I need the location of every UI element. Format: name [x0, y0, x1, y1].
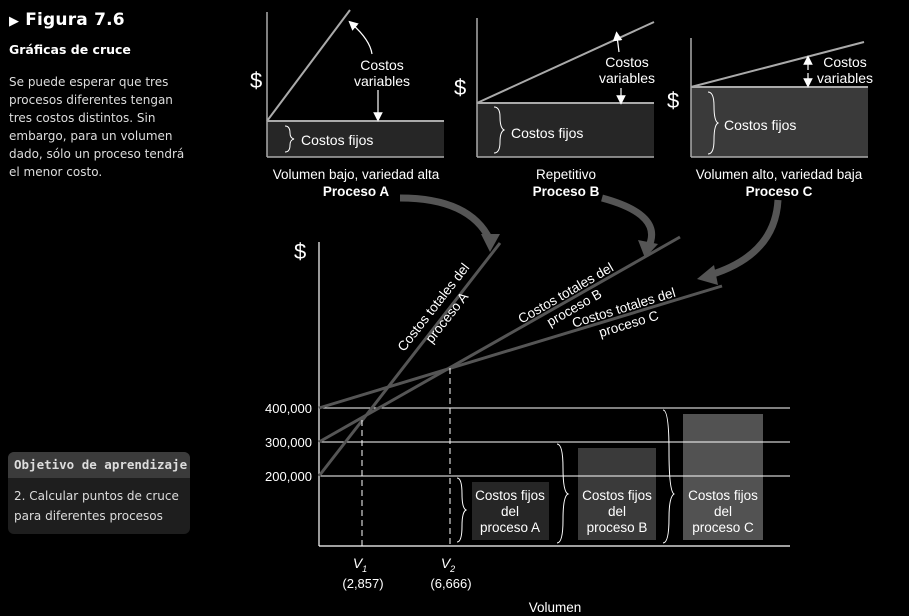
- panel-a-total-line: [266, 9, 351, 122]
- bar-a-label-1: Costos fijos: [475, 488, 545, 503]
- learning-objective-header: Objetivo de aprendizaje: [8, 452, 190, 478]
- figure-title: ▶ Figura 7.6: [9, 10, 199, 30]
- panel-c-fixed-area: [691, 87, 868, 157]
- panel-a-fixed-brace: [284, 125, 295, 153]
- panel-a-variable-label-1: Costos: [360, 57, 404, 73]
- figure-description: Se puede esperar que tres procesos difer…: [9, 75, 185, 179]
- panel-c-caption: Volumen alto, variedad baja: [696, 167, 863, 182]
- panel-a-caption: Volumen bajo, variedad alta: [273, 167, 440, 182]
- total-cost-line-process-a: [317, 242, 502, 477]
- crossover-v2-label: V2: [441, 555, 455, 574]
- total-cost-line-process-c: [318, 284, 723, 410]
- learning-objective-text: 2. Calcular puntos de cruce para diferen…: [14, 489, 179, 523]
- play-arrow-icon: ▶: [9, 14, 20, 29]
- arrowhead-process-a-icon: [481, 234, 500, 252]
- panel-c-fixed-label: Costos fijos: [724, 117, 796, 133]
- bar-b-label-1: Costos fijos: [582, 488, 652, 503]
- connector-arrows: [399, 194, 782, 285]
- arrow-process-c-connector: [708, 199, 782, 279]
- panel-process-c: $ Costos fijos Costos variables Volumen …: [667, 38, 873, 199]
- arrow-process-b-connector: [601, 194, 656, 250]
- panel-b-variable-label-1: Costos: [605, 54, 649, 70]
- panel-a-variable-label-2: variables: [354, 73, 410, 89]
- fixed-cost-bar-process-c: [683, 414, 763, 540]
- panel-c-variable-label-2: variables: [817, 70, 873, 86]
- panel-b-fixed-brace: [493, 106, 506, 154]
- brace-process-c: [662, 409, 675, 544]
- figure-sidebar: ▶ Figura 7.6 Gráficas de cruce Se puede e…: [9, 10, 199, 181]
- panel-b-total-line: [476, 21, 655, 104]
- arrow-process-a-connector: [399, 194, 494, 242]
- panel-a-dollar-label: $: [250, 68, 262, 93]
- panel-b-dollar-label: $: [454, 75, 466, 100]
- bar-b-label-3: proceso B: [587, 520, 648, 535]
- crossover-chart: $ 400,000 300,000 200,000 Costos totales…: [265, 235, 790, 615]
- panel-b-process-name: Proceso B: [533, 184, 600, 199]
- panel-process-a: $ Costos fijos Costos variables Volumen …: [250, 9, 444, 199]
- panel-b-variable-arrow: [612, 31, 623, 53]
- learning-objective-title: Objetivo de aprendizaje: [14, 457, 188, 472]
- brace-process-a: [456, 477, 468, 543]
- y-tick-300000: 300,000: [265, 435, 312, 450]
- series-label-process-a: Costos totales del proceso A: [395, 260, 473, 354]
- arrowhead-process-c-icon: [697, 265, 718, 285]
- arrowhead-process-b-icon: [638, 240, 658, 258]
- panel-b-caption: Repetitivo: [536, 167, 596, 182]
- brace-process-b: [556, 443, 570, 544]
- panel-a-fixed-area: [267, 121, 444, 157]
- chart-y-label: $: [294, 239, 306, 264]
- total-cost-line-process-b: [318, 235, 681, 444]
- panel-process-b: $ Costos fijos Costos variables Repetiti…: [454, 18, 655, 199]
- fixed-cost-bar-process-a: [472, 482, 549, 540]
- fixed-cost-bar-process-b: [578, 448, 656, 540]
- learning-objective-box: Objetivo de aprendizaje 2. Calcular punt…: [8, 452, 190, 534]
- figure-subtitle: Gráficas de cruce: [9, 42, 131, 57]
- y-tick-200000: 200,000: [265, 469, 312, 484]
- panel-c-fixed-brace: [707, 91, 720, 155]
- panel-b-variable-label-2: variables: [599, 70, 655, 86]
- crossover-v1-value: (2,857): [342, 576, 383, 591]
- panel-c-dollar-label: $: [667, 88, 679, 113]
- bar-b-label-2: del: [608, 504, 626, 519]
- panel-c-variable-label-1: Costos: [823, 54, 867, 70]
- bar-c-label-2: del: [714, 504, 732, 519]
- panel-c-total-line: [690, 41, 865, 88]
- bar-c-label-1: Costos fijos: [688, 488, 758, 503]
- panel-c-process-name: Proceso C: [746, 184, 813, 199]
- bar-a-label-2: del: [501, 504, 519, 519]
- bar-c-label-3: proceso C: [692, 520, 754, 535]
- panel-a-variable-arrow: [348, 20, 373, 55]
- panel-b-fixed-area: [477, 103, 654, 157]
- panel-b-fixed-label: Costos fijos: [511, 125, 583, 141]
- panel-a-fixed-label: Costos fijos: [301, 132, 373, 148]
- panel-a-process-name: Proceso A: [323, 184, 390, 199]
- crossover-v2-value: (6,666): [430, 576, 471, 591]
- bar-a-label-3: proceso A: [480, 520, 540, 535]
- crossover-v1-label: V1: [353, 555, 367, 574]
- y-tick-400000: 400,000: [265, 401, 312, 416]
- figure-label: Figura 7.6: [25, 10, 125, 30]
- chart-x-label: Volumen: [529, 600, 582, 615]
